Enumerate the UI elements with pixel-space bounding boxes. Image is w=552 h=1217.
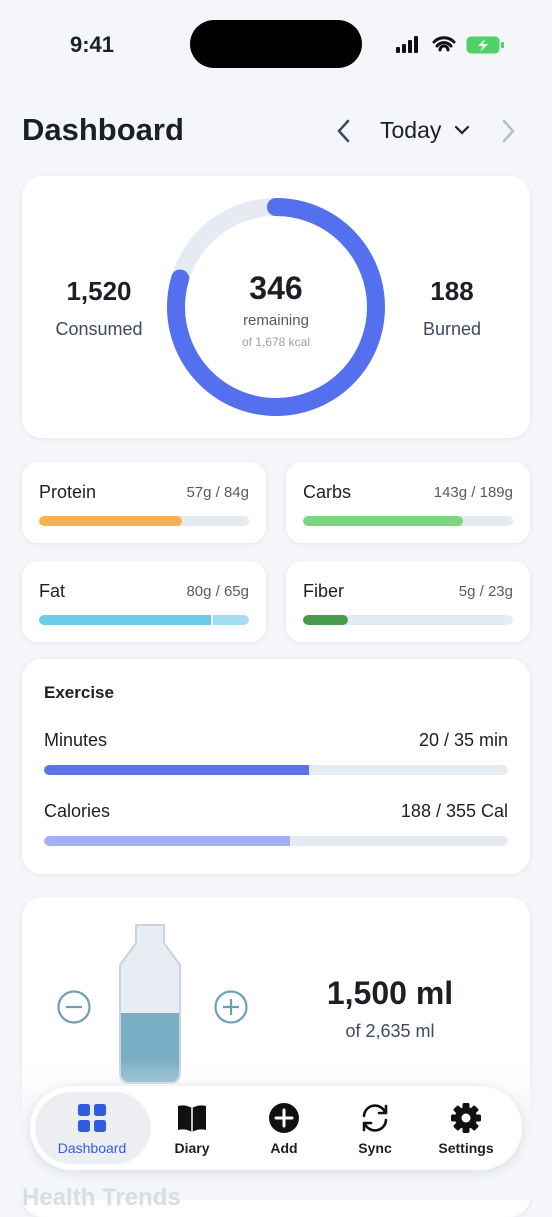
macro-amount: 57g / 84g (186, 484, 249, 501)
water-minus[interactable] (56, 989, 92, 1025)
macro-card: Fat 80g / 65g (22, 561, 266, 642)
tab-sync[interactable]: Sync (327, 1086, 423, 1170)
macro-name: Fat (39, 581, 66, 601)
macro-name: Carbs (303, 482, 352, 502)
water-plus[interactable] (213, 989, 249, 1025)
macro-card: Protein 57g / 84g (22, 462, 266, 543)
burned-label: Burned (422, 319, 482, 339)
calorie-goal: of 1,678 kcal (241, 335, 311, 349)
burned-value: 188 (430, 276, 474, 306)
tab-dashboard[interactable]: Dashboard (44, 1086, 140, 1170)
date-dropdown[interactable] (453, 124, 471, 138)
macro-amount: 143g / 189g (433, 484, 513, 501)
exercise-card: Exercise Minutes 20 / 35 min Calories 18… (22, 659, 530, 874)
tab-label: Dashboard (57, 1140, 127, 1156)
remaining-value: 346 (249, 270, 303, 306)
tab-label: Sync (358, 1140, 392, 1156)
macro-bar (39, 615, 249, 625)
page-title: Dashboard (22, 112, 184, 147)
tab-add[interactable]: Add (236, 1086, 332, 1170)
tab-label: Add (270, 1140, 298, 1156)
date-selector[interactable]: Today (380, 117, 442, 143)
remaining-label: remaining (243, 312, 309, 329)
tab-diary[interactable]: Diary (144, 1086, 240, 1170)
calorie-ring (167, 198, 385, 416)
exercise-label: Calories (44, 801, 111, 821)
macro-bar (303, 516, 513, 526)
prev-day[interactable] (334, 118, 354, 144)
status-time: 9:41 (70, 32, 115, 57)
exercise-title: Exercise (44, 683, 114, 702)
macro-amount: 5g / 23g (458, 583, 513, 600)
exercise-bar (44, 765, 508, 775)
tab-bar: Dashboard Diary Add Sync Settings (30, 1086, 522, 1170)
macro-card: Fiber 5g / 23g (286, 561, 530, 642)
exercise-value: 20 / 35 min (418, 730, 508, 750)
next-day[interactable] (498, 118, 518, 144)
exercise-value: 188 / 355 Cal (400, 801, 508, 821)
macro-name: Protein (39, 482, 97, 502)
dynamic-island (190, 20, 362, 68)
macro-card: Carbs 143g / 189g (286, 462, 530, 543)
water-goal: of 2,635 ml (345, 1021, 435, 1041)
water-amount: 1,500 ml (326, 975, 454, 1011)
tab-settings[interactable]: Settings (418, 1086, 514, 1170)
calorie-card: 1,520 Consumed 346 remaining of 1,678 kc… (22, 176, 530, 438)
macro-bar (39, 516, 249, 526)
tab-label: Settings (438, 1140, 494, 1156)
macro-amount: 80g / 65g (186, 583, 249, 600)
active-tab-bg (35, 1092, 151, 1164)
exercise-label: Minutes (44, 730, 108, 750)
macro-bar (303, 615, 513, 625)
consumed-label: Consumed (55, 319, 143, 339)
status-icons (396, 36, 504, 54)
macro-name: Fiber (303, 581, 345, 601)
section-title: Health Trends (22, 1184, 181, 1211)
consumed-value: 1,520 (66, 276, 132, 306)
exercise-bar (44, 836, 508, 846)
tab-label: Diary (174, 1140, 210, 1156)
